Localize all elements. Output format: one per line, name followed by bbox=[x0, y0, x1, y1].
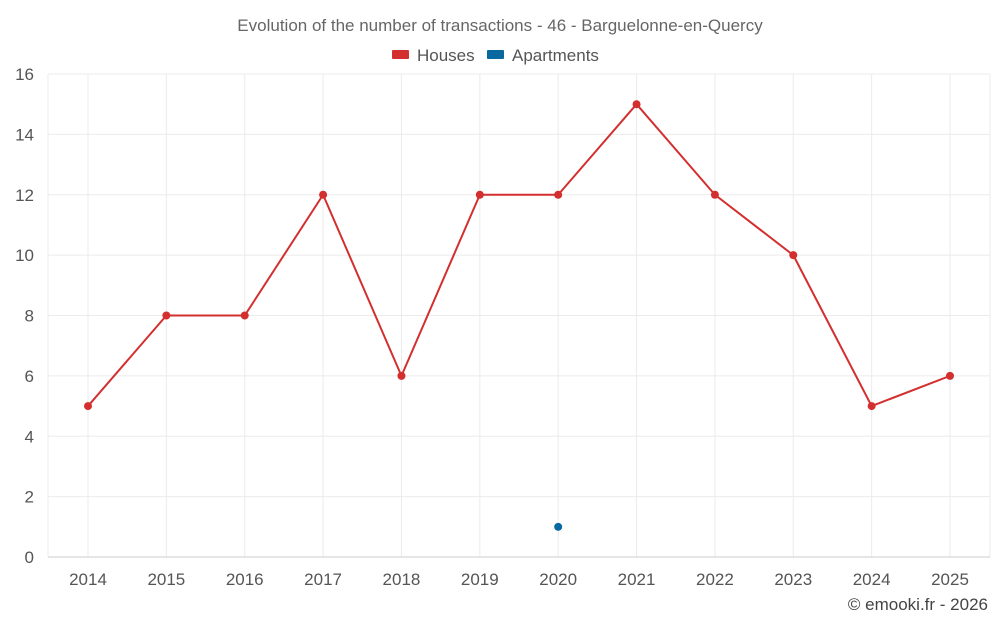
data-point-houses[interactable] bbox=[867, 402, 876, 411]
data-point-houses[interactable] bbox=[240, 311, 249, 320]
data-point-houses[interactable] bbox=[162, 311, 171, 320]
y-tick-label: 4 bbox=[25, 427, 34, 446]
x-tick-label: 2018 bbox=[383, 570, 421, 589]
series-line-houses bbox=[87, 103, 951, 408]
credit-text: © emooki.fr - 2026 bbox=[848, 595, 988, 614]
chart-title: Evolution of the number of transactions … bbox=[237, 16, 763, 35]
data-point-houses[interactable] bbox=[632, 100, 641, 109]
x-tick-label: 2023 bbox=[774, 570, 812, 589]
y-tick-label: 12 bbox=[15, 186, 34, 205]
legend-swatch-apartments bbox=[487, 50, 504, 59]
x-tick-label: 2019 bbox=[461, 570, 499, 589]
axes: 0 2 4 6 8 10 12 14 16 2014 2015 2016 2017 2018 2019 202… bbox=[15, 65, 990, 589]
x-tick-label: 2021 bbox=[618, 570, 656, 589]
data-point-houses[interactable] bbox=[319, 190, 328, 199]
series bbox=[84, 100, 954, 531]
data-point-houses[interactable] bbox=[789, 251, 798, 260]
data-point-houses[interactable] bbox=[710, 190, 719, 199]
x-tick-label: 2020 bbox=[539, 570, 577, 589]
x-tick-label: 2014 bbox=[69, 570, 107, 589]
data-point-houses[interactable] bbox=[397, 371, 406, 380]
data-point-houses[interactable] bbox=[946, 371, 954, 380]
y-tick-label: 14 bbox=[15, 125, 34, 144]
data-point-houses[interactable] bbox=[475, 190, 484, 199]
legend: Houses Apartments bbox=[392, 46, 599, 65]
legend-swatch-houses bbox=[392, 50, 409, 59]
y-tick-label: 0 bbox=[25, 548, 34, 567]
x-tick-label: 2016 bbox=[226, 570, 264, 589]
y-tick-label: 6 bbox=[25, 367, 34, 386]
y-tick-label: 16 bbox=[15, 65, 34, 84]
x-tick-label: 2025 bbox=[931, 570, 969, 589]
data-point-apartments[interactable] bbox=[554, 522, 563, 531]
x-tick-label: 2024 bbox=[853, 570, 891, 589]
y-tick-label: 8 bbox=[25, 307, 34, 326]
x-tick-label: 2015 bbox=[147, 570, 185, 589]
legend-label-apartments[interactable]: Apartments bbox=[512, 46, 599, 65]
y-tick-label: 10 bbox=[15, 246, 34, 265]
y-tick-label: 2 bbox=[25, 488, 34, 507]
legend-label-houses[interactable]: Houses bbox=[417, 46, 475, 65]
x-tick-label: 2017 bbox=[304, 570, 342, 589]
data-point-houses[interactable] bbox=[84, 402, 92, 411]
data-point-houses[interactable] bbox=[554, 190, 563, 199]
x-tick-label: 2022 bbox=[696, 570, 734, 589]
